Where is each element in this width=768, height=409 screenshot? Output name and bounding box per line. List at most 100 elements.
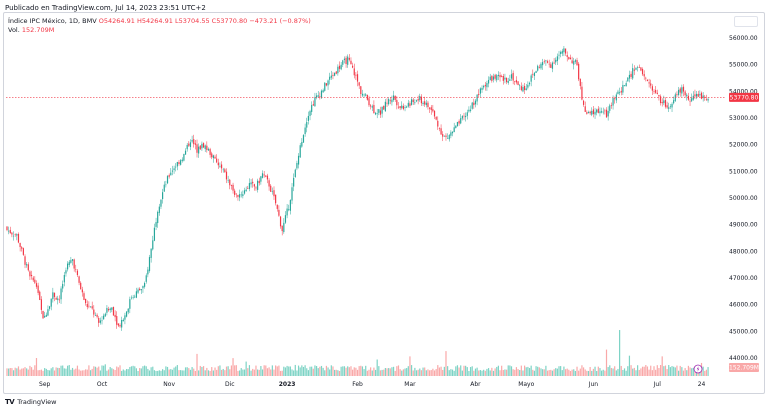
- candle-body: [420, 96, 423, 104]
- candle-body: [68, 261, 70, 266]
- volume-bar: [44, 368, 46, 376]
- volume-bar: [75, 368, 77, 376]
- volume-bar: [27, 369, 29, 376]
- volume-bar: [165, 366, 167, 376]
- lightning-icon[interactable]: [693, 364, 703, 374]
- volume-bar: [399, 369, 401, 376]
- volume-bar: [543, 369, 545, 376]
- candle-body: [586, 112, 588, 114]
- candle-body: [106, 308, 108, 313]
- volume-bar: [517, 369, 519, 376]
- volume-bar: [268, 367, 270, 376]
- volume-bar: [57, 367, 59, 376]
- chart-legend: Índice IPC México, 1D, BMV O54264.91 H54…: [8, 17, 311, 35]
- candle-body: [247, 188, 249, 189]
- candle-body: [487, 79, 490, 84]
- candle-body: [517, 81, 519, 86]
- volume-bar: [114, 369, 116, 376]
- candle-body: [569, 57, 572, 60]
- candle-body: [201, 143, 203, 149]
- volume-bar: [122, 369, 124, 376]
- volume-bar: [582, 367, 585, 376]
- candle-body: [368, 98, 370, 106]
- footer-brand[interactable]: TV TradingView: [5, 398, 56, 406]
- candle-body: [237, 194, 239, 197]
- candle-body: [414, 102, 416, 104]
- candle-body: [363, 94, 365, 96]
- candle-body: [491, 75, 493, 81]
- volume-bar: [296, 370, 298, 376]
- candle-body: [260, 176, 262, 182]
- volume-bar: [26, 368, 28, 376]
- candle-body: [103, 315, 105, 320]
- volume-bar: [384, 368, 386, 376]
- volume-bar: [245, 361, 247, 376]
- candle-body: [676, 94, 678, 96]
- volume-bar: [569, 370, 572, 376]
- volume-bar: [635, 370, 637, 376]
- volume-bar: [404, 368, 406, 376]
- volume-bar: [510, 366, 513, 376]
- volume-bar: [106, 370, 108, 376]
- volume-bar: [327, 367, 329, 376]
- volume-bar: [58, 368, 61, 376]
- volume-bar: [257, 369, 259, 376]
- volume-bar: [424, 367, 426, 376]
- volume-bar: [180, 370, 182, 376]
- candle-body: [327, 80, 329, 86]
- volume-bar: [335, 369, 337, 376]
- candle-body: [694, 94, 696, 97]
- time-tick-label: Oct: [97, 381, 108, 388]
- volume-bar: [494, 368, 496, 376]
- volume-bar: [514, 369, 516, 376]
- candle-body: [607, 110, 609, 117]
- candle-body: [53, 292, 56, 297]
- candle-body: [596, 109, 598, 113]
- candle-body: [135, 291, 138, 298]
- volume-bar: [199, 365, 201, 376]
- volume-bar: [170, 369, 172, 376]
- candle-body: [673, 100, 675, 104]
- time-tick-label: Jun: [588, 381, 599, 388]
- candle-body: [196, 144, 198, 153]
- volume-bar: [540, 368, 542, 376]
- volume-bar: [288, 366, 290, 376]
- candle-body: [150, 248, 152, 258]
- candle-body: [522, 86, 524, 92]
- candle-body: [245, 189, 247, 192]
- candle-body: [129, 299, 131, 309]
- volume-bar: [433, 370, 436, 376]
- candle-body: [499, 75, 501, 78]
- candle-body: [265, 175, 267, 177]
- candle-body: [283, 222, 285, 233]
- volume-bar: [402, 369, 404, 376]
- volume-bar: [607, 367, 609, 376]
- volume-bar: [306, 368, 308, 376]
- volume-bar: [468, 370, 470, 376]
- candle-body: [520, 86, 522, 91]
- candle-body: [271, 191, 273, 193]
- candle-body: [94, 315, 97, 316]
- candle-body: [392, 95, 395, 101]
- candle-body: [679, 88, 681, 93]
- volume-bar: [345, 367, 347, 376]
- volume-bar: [394, 370, 396, 376]
- chart-control-box[interactable]: [734, 16, 758, 27]
- volume-bar: [217, 366, 219, 376]
- volume-bar: [319, 366, 321, 376]
- candle-body: [314, 97, 316, 107]
- candle-body: [481, 87, 483, 90]
- symbol-label: Índice IPC México, 1D, BMV: [8, 17, 97, 25]
- candle-body: [252, 181, 254, 184]
- volume-bar: [168, 369, 170, 376]
- candle-body: [632, 68, 634, 79]
- candle-body: [191, 139, 193, 142]
- price-tick-label: 54000.00: [729, 88, 758, 95]
- candle-body: [306, 122, 308, 128]
- candle-body: [216, 158, 218, 163]
- volume-bar: [537, 366, 539, 376]
- candle-body: [322, 90, 324, 93]
- candle-body: [184, 150, 187, 155]
- candle-body: [637, 67, 639, 68]
